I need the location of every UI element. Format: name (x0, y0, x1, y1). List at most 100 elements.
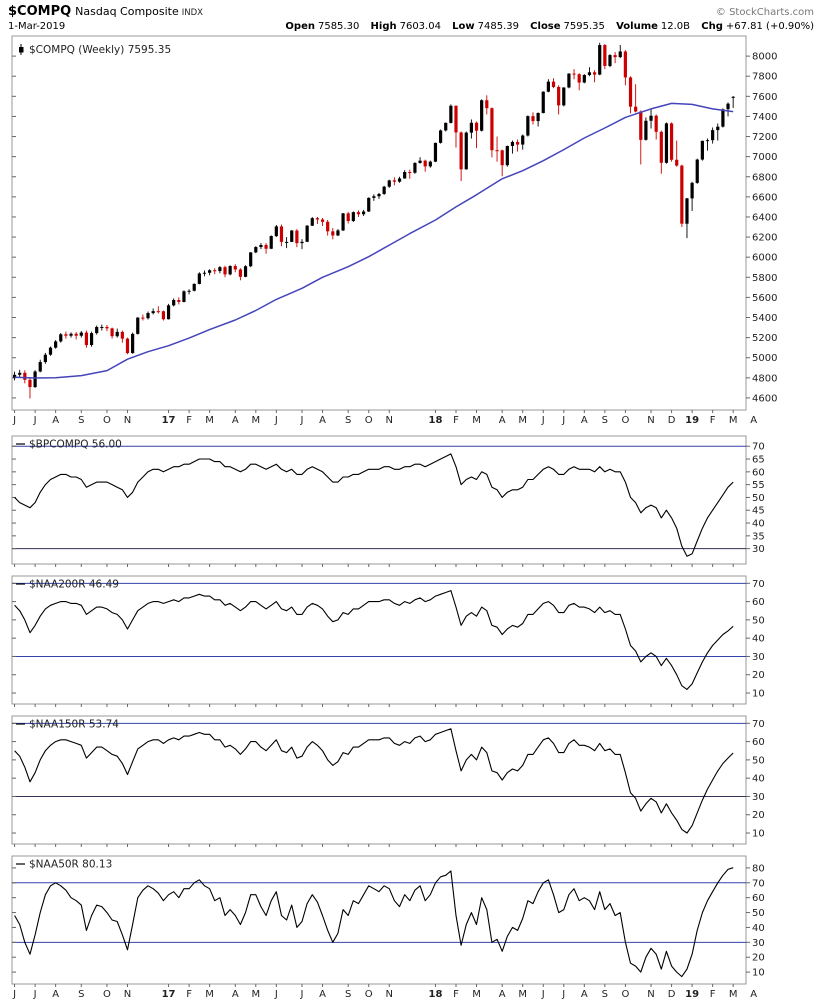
plot-border (11, 715, 747, 845)
chart-date: 1-Mar-2019 (8, 21, 66, 32)
y-tick-label: 7200 (752, 132, 777, 143)
x-tick-label: F (186, 415, 192, 426)
x-tick-label: S (602, 415, 608, 426)
y-tick-label: 4600 (752, 393, 777, 404)
y-tick-label: 7000 (752, 152, 777, 163)
x-tick-label: J (33, 989, 37, 1000)
y-tick-label: 35 (752, 531, 765, 542)
x-tick-label: O (103, 989, 111, 1000)
indicator-line (14, 590, 734, 690)
y-tick-label: 50 (752, 615, 765, 626)
plot-border (11, 435, 747, 565)
candlestick-series (12, 42, 735, 399)
y-tick-label: 40 (752, 774, 765, 785)
y-tick-label: 20 (752, 670, 765, 681)
x-tick-label: A (232, 415, 239, 426)
y-tick-label: 40 (752, 634, 765, 645)
panel-label: $BPCOMPQ 56.00 (29, 439, 122, 451)
x-tick-label: 17 (162, 989, 176, 1000)
x-tick-label: J (300, 989, 304, 1000)
y-tick-label: 70 (752, 878, 765, 889)
x-tick-label: S (345, 415, 351, 426)
quote-volume-value: 12.0B (660, 21, 691, 32)
y-tick-label: 10 (752, 829, 765, 840)
x-tick-label: J (274, 989, 278, 1000)
quote-close-label: Close (530, 21, 561, 32)
y-tick-label: 30 (752, 544, 765, 555)
y-tick-label: 55 (752, 480, 765, 491)
x-tick-label: J (12, 989, 16, 1000)
x-tick-label: F (186, 989, 192, 1000)
x-tick-label: M (205, 415, 214, 426)
x-tick-label: D (668, 989, 676, 1000)
x-tick-label: F (710, 989, 716, 1000)
x-tick-label: J (541, 415, 545, 426)
y-tick-label: 60 (752, 737, 765, 748)
symbol-title: $COMPQ Nasdaq Composite INDX (8, 3, 203, 20)
quote-volume-label: Volume (616, 21, 658, 32)
x-tick-label: J (12, 415, 16, 426)
quote-chg-label: Chg (701, 21, 723, 32)
y-tick-label: 5200 (752, 333, 777, 344)
x-tick-label: A (499, 415, 506, 426)
x-tick-label: M (472, 415, 481, 426)
quote-low-label: Low (452, 21, 475, 32)
x-tick-label: N (124, 989, 131, 1000)
x-tick-label: M (251, 415, 260, 426)
y-tick-label: 7400 (752, 112, 777, 123)
plot-border (11, 35, 747, 411)
y-tick-label: 6600 (752, 192, 777, 203)
plot-border (11, 575, 747, 705)
x-tick-label: A (581, 989, 588, 1000)
y-tick-label: 80 (752, 863, 765, 874)
y-tick-label: 45 (752, 506, 765, 517)
x-tick-label: F (453, 989, 459, 1000)
x-tick-label: S (602, 989, 608, 1000)
x-tick-label: N (647, 989, 654, 1000)
y-tick-label: 6200 (752, 233, 777, 244)
x-tick-label: M (205, 989, 214, 1000)
indicator-line (14, 728, 734, 834)
panel-label: $NAA150R 53.74 (29, 719, 119, 731)
main-chart-label: $COMPQ (Weekly) 7595.35 (29, 44, 171, 56)
y-tick-label: 30 (752, 938, 765, 949)
quote-open-value: 7585.30 (317, 21, 360, 32)
moving-average-line (14, 102, 734, 379)
exchange-label: INDX (181, 8, 203, 18)
x-tick-label: F (710, 415, 716, 426)
x-tick-label: 18 (429, 989, 443, 1000)
x-tick-label: M (251, 989, 260, 1000)
y-tick-label: 7600 (752, 92, 777, 103)
x-tick-label: D (668, 415, 676, 426)
x-tick-label: O (103, 415, 111, 426)
y-tick-label: 65 (752, 455, 765, 466)
y-tick-label: 50 (752, 908, 765, 919)
y-tick-label: 70 (752, 719, 765, 730)
x-tick-label: J (561, 415, 565, 426)
main-price-chart: 4600 4800 5000 5200 5400 5600 5800 6000 6200 6400… (0, 30, 820, 428)
y-tick-label: 5800 (752, 273, 777, 284)
y-tick-label: 7800 (752, 72, 777, 83)
x-tick-label: A (232, 989, 239, 1000)
stockcharts-credit-link[interactable]: © StockCharts.com (715, 7, 814, 18)
x-tick-label: N (386, 989, 393, 1000)
x-tick-label: O (621, 989, 629, 1000)
x-tick-label: A (581, 415, 588, 426)
y-tick-label: 20 (752, 810, 765, 821)
naa200r-indicator-panel: 10 20 30 40 50 60 70 $NAA200R 46.49 (0, 568, 820, 708)
x-tick-label: A (52, 989, 59, 1000)
x-tick-label: N (386, 415, 393, 426)
y-tick-label: 60 (752, 893, 765, 904)
quote-summary: Open 7585.30 High 7603.04 Low 7485.39 Close… (277, 20, 814, 33)
symbol-name: Nasdaq Composite (75, 5, 179, 18)
y-tick-label: 60 (752, 597, 765, 608)
naa50r-indicator-panel: 10 20 30 40 50 60 70 80 J J A S O N 17 F M A M J J A S O N 18 F M A M… (0, 848, 820, 1000)
x-tick-label: J (33, 415, 37, 426)
x-tick-label: 19 (685, 989, 699, 1000)
x-tick-label: M (729, 989, 738, 1000)
x-tick-label: O (621, 415, 629, 426)
quote-high-label: High (370, 21, 397, 32)
x-tick-label: J (541, 989, 545, 1000)
y-tick-label: 40 (752, 519, 765, 530)
